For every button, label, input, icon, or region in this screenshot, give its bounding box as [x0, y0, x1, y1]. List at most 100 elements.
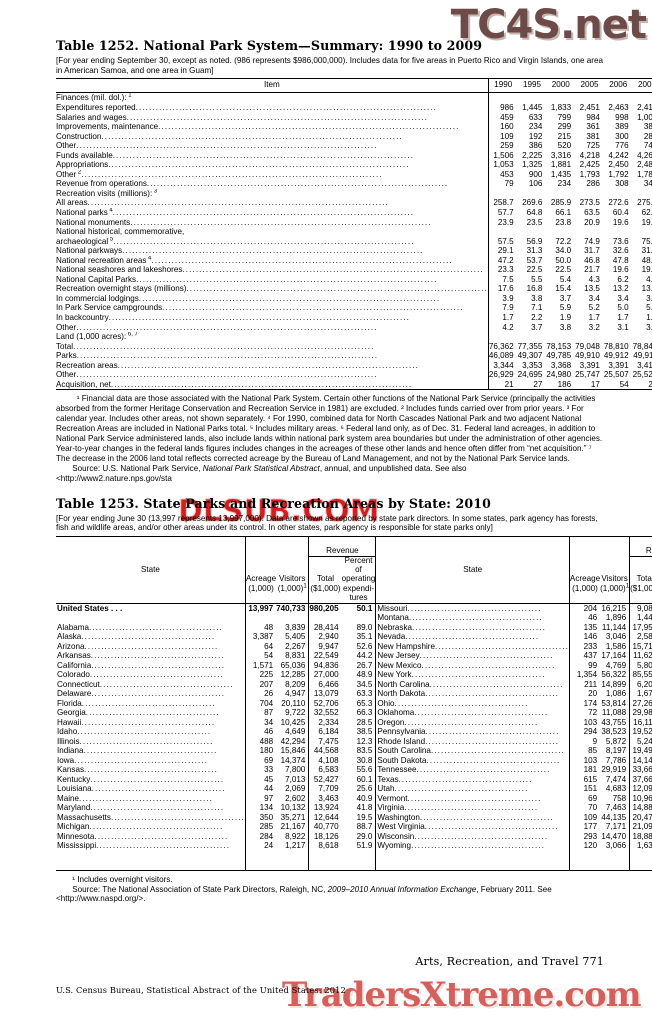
- table-row: National seashores and lakeshores ......…: [56, 265, 652, 275]
- col-header-acreage-unit-right: (1,000): [568, 583, 601, 594]
- cell-value: 11,088: [601, 708, 627, 718]
- cell-value: 46.8: [584, 255, 600, 265]
- cell-value: 758: [612, 793, 627, 803]
- cell-value: 1,086: [605, 689, 627, 699]
- row-label: Funds available ........................…: [56, 150, 415, 160]
- cell-value: 53,814: [601, 698, 627, 708]
- col-header-total-right: Total: [629, 574, 652, 584]
- cell-value: 1.7: [487, 312, 518, 323]
- cell-value: 85,558: [629, 670, 652, 680]
- row-label: All areas ..............................…: [56, 198, 389, 208]
- cell-value: [518, 227, 547, 237]
- col-header-total-unit-right: ($1,000): [629, 583, 652, 594]
- state-name: Idaho ..................................…: [57, 727, 212, 737]
- cell-value: 31.3: [526, 246, 543, 256]
- state-name: New York ...............................…: [375, 670, 570, 680]
- cell-value: 19,527: [629, 727, 652, 737]
- state-name: North Carolina .........................…: [375, 679, 570, 690]
- cell-value: 2,267: [285, 641, 306, 651]
- cell-value: 103: [568, 717, 601, 728]
- cell-value: 20,478: [629, 812, 652, 823]
- cell-value: 89.0: [356, 622, 373, 632]
- cell-value: 2,451: [579, 102, 600, 112]
- cell-value: 1,005: [637, 112, 652, 122]
- cell-value: 3.8: [531, 293, 543, 303]
- table-row-spacer: Montana ................................…: [56, 613, 652, 623]
- table-1252-body: Finances (mil. dol.): 1 Expenditures repo…: [56, 92, 652, 391]
- cell-value: 986: [487, 102, 518, 113]
- cell-value: 9: [568, 736, 601, 747]
- cell-value: 300: [615, 131, 629, 141]
- col-header-acreage-unit-left: (1,000): [244, 583, 277, 594]
- cell-value: 285.9: [550, 198, 572, 208]
- cell-value: 78,845: [632, 341, 652, 351]
- cell-value: 1,833: [550, 102, 572, 112]
- leader-dots: ........................................: [425, 727, 560, 737]
- cell-value: 9,084: [629, 603, 652, 614]
- cell-value: 2,940: [308, 632, 342, 642]
- cell-value: 11,144: [601, 622, 627, 632]
- state-name: Massachusetts ..........................…: [57, 812, 245, 822]
- cell-value: 2,602: [285, 793, 306, 803]
- table-row: Improvements, maintenance ..............…: [56, 122, 652, 132]
- table-1253-source: Source: The National Association of Stat…: [56, 885, 604, 905]
- cell-value: 60.1: [356, 774, 373, 784]
- leader-dots: ........................................: [79, 736, 214, 746]
- cell-value: 33: [244, 765, 277, 775]
- cell-value: 2,069: [285, 784, 306, 794]
- leader-dots: ........................................…: [162, 303, 464, 313]
- cell-value: 12.3: [356, 736, 373, 746]
- cell-value: 69: [568, 793, 601, 804]
- cell-value: 4.2: [487, 322, 518, 333]
- leader-dots: ........................................: [84, 765, 218, 775]
- cell-value: 24,980: [546, 370, 572, 380]
- source-url[interactable]: <http://www2.nature.nps.gov/sta: [56, 473, 172, 483]
- cell-value: [633, 227, 652, 237]
- cell-value: 46: [244, 727, 277, 737]
- leader-dots: ........................................…: [87, 198, 389, 208]
- cell-value: 48.9: [356, 670, 373, 680]
- leader-dots: ........................................: [90, 803, 225, 813]
- cell-value: 258.7: [487, 198, 518, 208]
- leader-dots: ........................................: [404, 803, 539, 813]
- cell-value: 9,722: [285, 708, 306, 718]
- cell-value: 7.5: [487, 274, 518, 285]
- cell-value: [600, 860, 630, 871]
- cell-value: 10,425: [280, 717, 306, 727]
- table-1253-footnote: ¹ Includes overnight visitors.: [56, 875, 604, 885]
- leader-dots: ........................................…: [158, 122, 460, 132]
- cell-value: 38,523: [601, 727, 627, 737]
- cell-value: 299: [557, 122, 572, 132]
- cell-value: 17: [575, 379, 604, 391]
- row-label: Other ..................................…: [56, 141, 378, 151]
- state-name: Maryland ...............................…: [57, 803, 225, 813]
- cell-value: 520: [557, 141, 572, 151]
- cell-value: 5.4: [559, 274, 572, 284]
- state-name: Rhode Island ...........................…: [375, 736, 570, 747]
- col-header-total-left: Total: [308, 574, 342, 584]
- cell-value: 49,785: [546, 351, 572, 361]
- row-label: Construction ...........................…: [56, 131, 403, 141]
- state-name: Illinois ...............................…: [57, 736, 214, 746]
- row-label: In commercial lodgings .................…: [56, 293, 441, 303]
- col-header-pct-line1-left: Percent of: [344, 555, 373, 574]
- col-header-2005: 2005: [575, 78, 604, 94]
- leader-dots: ........................................: [110, 812, 245, 822]
- cell-value: 55.6: [356, 765, 373, 775]
- cell-value: 3.6: [646, 293, 652, 303]
- leader-dots: ........................................…: [76, 351, 379, 361]
- state-name: Nevada .................................…: [375, 632, 570, 642]
- cell-value: 2.2: [531, 312, 543, 322]
- row-label: In Park Service campgrounds ............…: [56, 303, 464, 313]
- leader-dots: ........................................: [434, 641, 569, 651]
- table-row: Michigan ...............................…: [56, 822, 652, 832]
- cell-value: 4.3: [588, 274, 600, 284]
- col-header-1990: 1990: [487, 78, 518, 94]
- cell-value: 204: [568, 603, 601, 614]
- table-row-total: United States . . . 13,997 740,733 980,205 5…: [56, 603, 652, 614]
- cell-value: 43,755: [601, 717, 627, 727]
- cell-value: 900: [528, 169, 543, 179]
- cell-value: 52.6: [356, 641, 373, 651]
- leader-dots: ........................................: [89, 670, 224, 680]
